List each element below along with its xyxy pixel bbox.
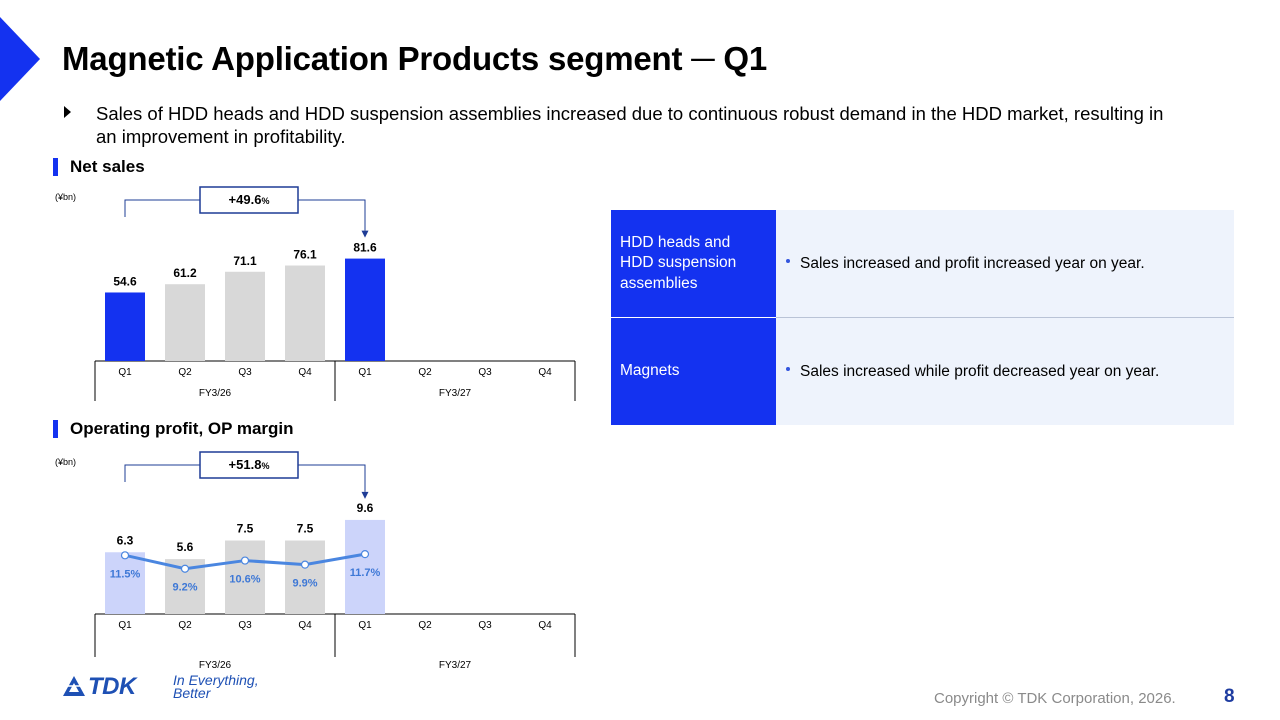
- bar-value-label: 71.1: [233, 254, 257, 268]
- group-label: FY3/27: [439, 388, 472, 399]
- unit-label: (¥bn): [55, 192, 76, 202]
- x-tick-label: Q3: [478, 367, 492, 378]
- x-tick-label: Q2: [418, 620, 432, 631]
- growth-box: [199, 451, 299, 479]
- growth-box: [199, 186, 299, 214]
- x-tick-label: Q4: [538, 620, 552, 631]
- op-margin-point: [120, 551, 130, 560]
- growth-label: +51.8%: [229, 457, 270, 472]
- op-margin-label: 11.7%: [350, 567, 381, 579]
- logo-wordmark: TDK: [88, 673, 136, 700]
- group-label: FY3/27: [439, 660, 472, 671]
- table-row: Magnets Sales increased while profit dec…: [611, 317, 1234, 425]
- bar-value-label: 61.2: [173, 266, 197, 280]
- segment-name: Magnets: [620, 362, 680, 380]
- bar-value-label: 7.5: [237, 522, 254, 536]
- op-margin-point: [180, 564, 190, 573]
- op-margin-label: 10.6%: [229, 574, 260, 586]
- op-margin-point: [300, 560, 310, 569]
- x-tick-label: Q1: [358, 367, 372, 378]
- x-tick-label: Q2: [178, 620, 192, 631]
- segment-description: Sales increased while profit decreased y…: [800, 362, 1160, 380]
- segment-summary-table: HDD heads and HDD suspension assemblies …: [611, 210, 1234, 425]
- operating-profit-chart: Q1 Q2 Q3 Q4 Q1 Q2 Q3 Q4 FY3/26 FY3/27 (¥bn) 6.3 5.6 7…: [55, 451, 576, 671]
- bar-value-label: 7.5: [297, 522, 314, 536]
- bullet-arrow-icon: [64, 106, 71, 118]
- page-number: 8: [1224, 686, 1235, 707]
- x-tick-label: Q4: [298, 620, 312, 631]
- op-margin-point: [360, 550, 370, 559]
- tdk-logo: TDK In Everything, Better: [62, 673, 277, 703]
- net-sales-chart: Q1 Q2 Q3 Q4 Q1 Q2 Q3 Q4 FY3/26 FY3/27 (¥bn) 54.6 61.…: [55, 186, 576, 401]
- op-margin-label: 9.9%: [292, 578, 317, 590]
- segment-description: Sales increased and profit increased yea…: [800, 254, 1145, 272]
- x-tick-label: Q1: [118, 367, 132, 378]
- x-tick-label: Q3: [238, 367, 252, 378]
- segment-name-cell: HDD heads and HDD suspension assemblies: [611, 210, 776, 318]
- copyright-notice: Copyright © TDK Corporation, 2026.: [934, 690, 1176, 707]
- tdk-emblem-icon: [63, 676, 85, 696]
- logo-tagline: In Everything, Better: [173, 672, 259, 701]
- bar: [345, 258, 385, 361]
- bar: [165, 284, 205, 361]
- table-row: HDD heads and HDD suspension assemblies …: [611, 210, 1234, 318]
- op-profit-heading: Operating profit, OP margin: [70, 419, 294, 438]
- x-tick-label: Q1: [358, 620, 372, 631]
- x-tick-label: Q2: [178, 367, 192, 378]
- bullet-dot-icon: [786, 259, 790, 264]
- section-marker: [53, 158, 58, 176]
- x-tick-label: Q4: [538, 367, 552, 378]
- segment-name-cell: Magnets: [611, 317, 776, 425]
- x-tick-label: Q1: [118, 620, 132, 631]
- bar-value-label: 9.6: [357, 501, 374, 515]
- bar-value-label: 76.1: [293, 247, 317, 261]
- op-margin-point: [240, 556, 250, 565]
- summary-bullet: Sales of HDD heads and HDD suspension as…: [96, 103, 1164, 147]
- bar-value-label: 6.3: [117, 533, 134, 547]
- bar-value-label: 5.6: [177, 540, 194, 554]
- corner-accent-triangle: [0, 17, 40, 101]
- x-tick-label: Q3: [478, 620, 492, 631]
- bar: [225, 271, 265, 361]
- bar-value-label: 81.6: [353, 241, 377, 255]
- op-margin-label: 11.5%: [110, 568, 141, 580]
- page-title: Magnetic Application Products segment ─ …: [62, 40, 768, 77]
- bar: [345, 519, 385, 614]
- bar: [105, 292, 145, 361]
- bullet-dot-icon: [786, 367, 790, 372]
- growth-arrow-icon: [361, 230, 369, 238]
- net-sales-heading: Net sales: [70, 157, 145, 176]
- group-label: FY3/26: [199, 660, 232, 671]
- section-marker: [53, 420, 58, 438]
- x-tick-label: Q3: [238, 620, 252, 631]
- bar: [105, 552, 145, 614]
- segment-description-cell: Sales increased and profit increased yea…: [776, 210, 1234, 318]
- bar: [285, 265, 325, 361]
- growth-arrow-icon: [361, 491, 369, 499]
- group-label: FY3/26: [199, 388, 232, 399]
- x-tick-label: Q2: [418, 367, 432, 378]
- x-tick-label: Q4: [298, 367, 312, 378]
- bar: [225, 540, 265, 614]
- growth-label: +49.6%: [229, 192, 270, 207]
- unit-label: (¥bn): [55, 457, 76, 467]
- segment-description-cell: Sales increased while profit decreased y…: [776, 317, 1234, 425]
- segment-name: HDD heads and HDD suspension assemblies: [620, 233, 737, 292]
- bar: [285, 540, 325, 614]
- op-margin-label: 9.2%: [172, 582, 197, 594]
- bar-value-label: 54.6: [113, 274, 137, 288]
